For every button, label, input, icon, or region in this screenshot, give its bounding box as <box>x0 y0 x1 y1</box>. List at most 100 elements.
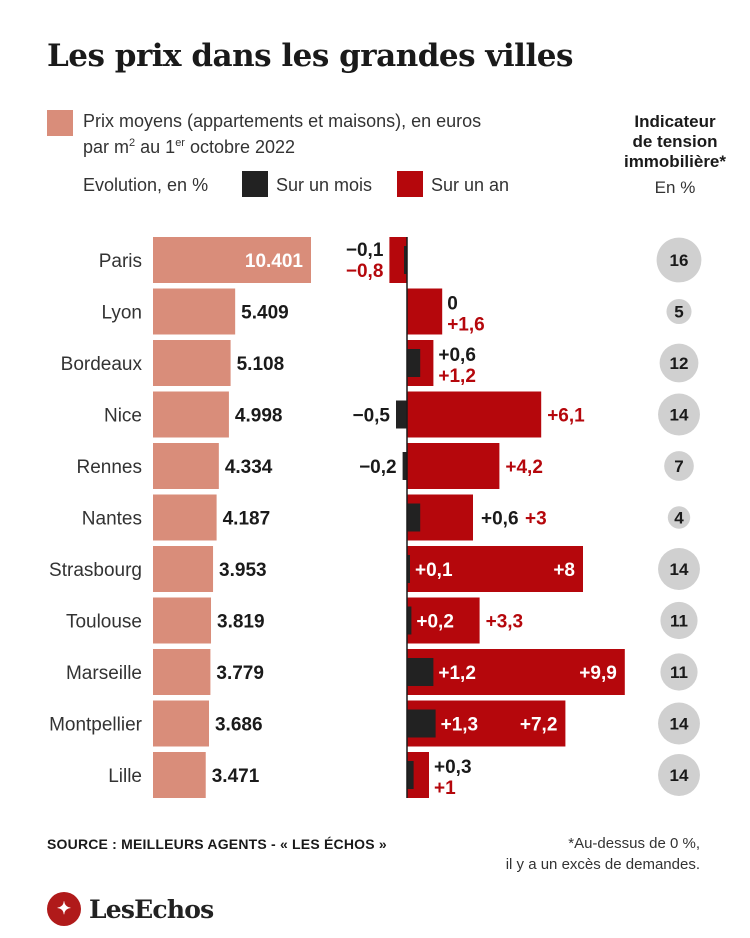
category-label: Lille <box>108 766 142 787</box>
month-value-label: +0,2 <box>416 612 454 633</box>
price-legend-prefix: par m <box>83 137 130 157</box>
month-value-label: +0,6 <box>481 509 519 530</box>
price-value-label: 4.998 <box>235 406 283 427</box>
evolution-legend-label: Evolution, en % <box>83 175 209 195</box>
price-bar <box>153 288 236 335</box>
tension-circle <box>664 451 694 481</box>
year-value-label: −0,8 <box>346 261 384 282</box>
year-bar <box>407 597 480 644</box>
year-legend-label: Sur un an <box>431 175 510 195</box>
year-value-label: +7,2 <box>520 715 558 736</box>
category-label: Nice <box>104 406 142 427</box>
year-bar <box>407 443 500 489</box>
month-bar <box>402 452 407 480</box>
logo-wordmark: LesEchos <box>89 894 214 924</box>
year-bar <box>407 546 583 592</box>
month-bar <box>407 658 434 686</box>
month-bar <box>407 761 414 789</box>
tension-unit: En % <box>654 178 696 197</box>
tension-circle <box>660 601 698 640</box>
month-bar <box>407 709 436 738</box>
month-bar <box>404 246 407 274</box>
tension-circle <box>658 548 700 590</box>
year-value-label: +1,2 <box>438 366 476 387</box>
category-label: Nantes <box>82 509 142 530</box>
tension-value-label: 14 <box>670 766 689 785</box>
year-value-label: +8 <box>553 560 575 581</box>
tension-value-label: 16 <box>670 251 689 270</box>
category-label: Rennes <box>77 457 143 478</box>
year-value-label: +3 <box>525 509 547 530</box>
tension-circle <box>656 237 702 283</box>
year-value-label: +9,9 <box>579 663 617 684</box>
category-label: Lyon <box>102 303 143 324</box>
price-value-label: 5.108 <box>237 354 285 375</box>
month-value-label: 0 <box>447 294 458 315</box>
bird-icon: ✦ <box>47 892 81 926</box>
category-label: Paris <box>99 251 142 272</box>
month-value-label: +0,3 <box>434 757 472 778</box>
tension-circle <box>667 506 691 529</box>
price-value-label: 3.686 <box>215 715 263 736</box>
month-value-label: +1,2 <box>438 663 476 684</box>
year-value-label: +3,3 <box>486 612 524 633</box>
tension-circle <box>658 393 700 436</box>
month-legend-swatch <box>242 171 268 197</box>
category-label: Toulouse <box>66 612 142 633</box>
month-bar <box>396 400 407 429</box>
month-legend-label: Sur un mois <box>276 175 373 195</box>
price-bar <box>153 340 231 386</box>
price-bar <box>153 494 217 541</box>
footnote-line2: il y a un excès de demandes. <box>505 856 700 873</box>
category-label: Bordeaux <box>61 354 143 375</box>
tension-heading: Indicateur de tension immobilière* <box>610 112 740 172</box>
price-value-label: 10.401 <box>245 251 304 272</box>
price-legend-label: Prix moyens (appartements et maisons), e… <box>83 110 481 158</box>
price-legend-suffix: octobre 2022 <box>184 137 296 157</box>
tension-value-label: 12 <box>670 354 689 373</box>
category-label: Strasbourg <box>49 560 142 581</box>
footnote-line1: *Au-dessus de 0 %, <box>568 835 700 852</box>
month-value-label: +0,1 <box>415 560 453 581</box>
year-bar <box>407 391 542 438</box>
price-bar <box>153 649 211 695</box>
tension-circle <box>666 298 692 325</box>
price-bar <box>153 597 212 644</box>
year-value-label: +1,6 <box>447 315 485 336</box>
tension-value-label: 11 <box>670 663 688 682</box>
les-echos-logo: ✦ LesEchos <box>47 891 214 927</box>
price-value-label: 5.409 <box>241 303 289 324</box>
year-value-label: +4,2 <box>505 457 543 478</box>
price-legend-sup: 2 <box>129 137 136 149</box>
price-legend-middle: au 1 <box>135 137 176 157</box>
tension-value-label: 14 <box>670 715 689 734</box>
price-bar <box>153 391 229 438</box>
month-bar <box>407 349 421 377</box>
price-value-label: 4.334 <box>225 457 273 478</box>
price-legend-swatch <box>47 110 73 136</box>
year-bar <box>407 649 625 695</box>
tension-value-label: 14 <box>670 406 689 425</box>
month-value-label: +1,3 <box>441 715 479 736</box>
price-value-label: 3.953 <box>219 560 267 581</box>
tension-heading-line1: Indicateur <box>634 112 716 131</box>
page-title: Les prix dans les grandes villes <box>47 38 573 74</box>
price-bar <box>153 443 219 489</box>
month-value-label: +0,6 <box>438 345 476 366</box>
tension-circle <box>659 343 699 383</box>
year-value-label: +1 <box>434 778 456 799</box>
year-legend-swatch <box>397 171 423 197</box>
tension-circle <box>658 702 700 745</box>
month-value-label: −0,5 <box>352 406 390 427</box>
month-value-label: −0,1 <box>346 240 384 261</box>
price-bar <box>153 237 311 283</box>
tension-circle <box>660 653 698 691</box>
month-bar <box>407 606 412 635</box>
tension-value-label: 14 <box>670 560 689 579</box>
month-bar <box>407 503 421 532</box>
year-value-label: +6,1 <box>547 406 585 427</box>
tension-value-label: 4 <box>674 509 684 528</box>
month-value-label: −0,2 <box>359 457 397 478</box>
